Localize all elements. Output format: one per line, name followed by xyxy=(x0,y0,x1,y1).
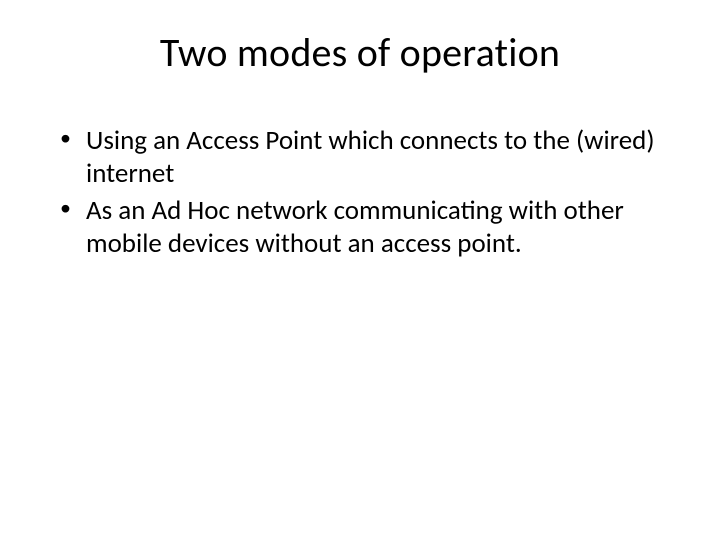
list-item: As an Ad Hoc network communicating with … xyxy=(58,195,670,261)
slide-title: Two modes of operation xyxy=(50,28,670,77)
bullet-list: Using an Access Point which connects to … xyxy=(50,125,670,261)
list-item: Using an Access Point which connects to … xyxy=(58,125,670,191)
slide-container: Two modes of operation Using an Access P… xyxy=(0,0,720,540)
